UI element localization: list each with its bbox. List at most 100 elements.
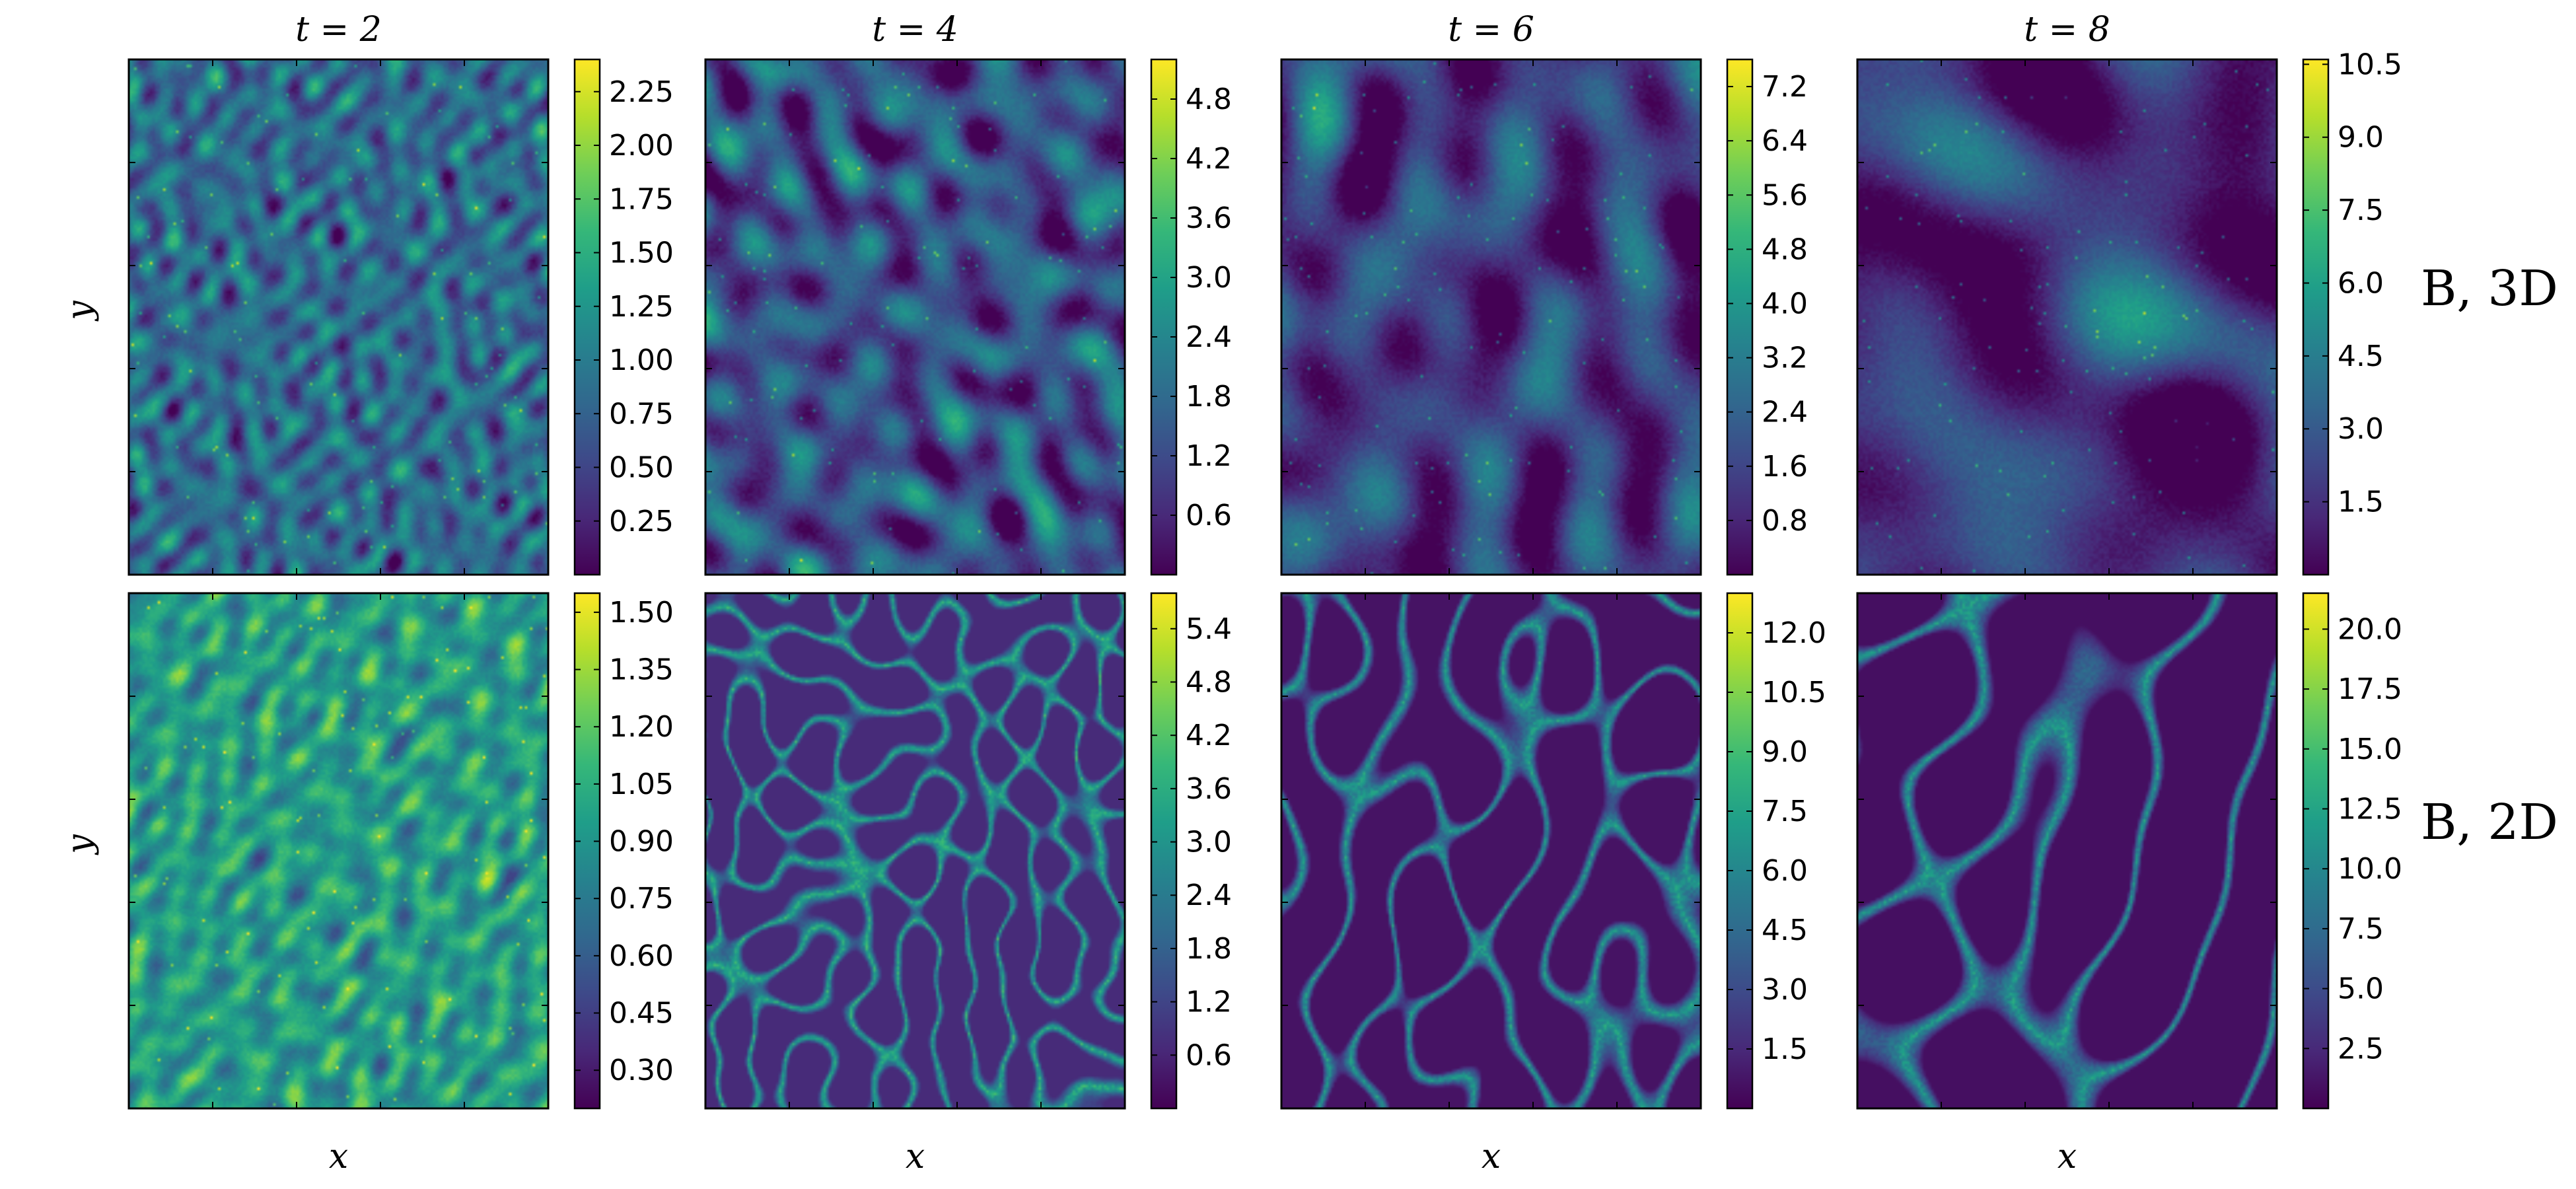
colorbar xyxy=(573,58,601,576)
colorbar xyxy=(573,592,601,1110)
colorbar-tick-label: 3.6 xyxy=(1186,201,1232,235)
colorbar-tick-label: 3.0 xyxy=(1186,261,1232,295)
colorbar xyxy=(1726,58,1754,576)
colorbar-tick-label: 0.75 xyxy=(609,397,674,431)
colorbar-tick-label: 1.05 xyxy=(609,768,674,801)
colorbar-tick-label: 10.0 xyxy=(2338,852,2402,886)
colorbar-tick-label: 1.5 xyxy=(1762,1032,1808,1066)
colorbar-tick-label: 7.5 xyxy=(1762,795,1808,828)
colorbar xyxy=(1150,592,1178,1110)
colorbar-tick-label: 0.6 xyxy=(1186,1038,1232,1072)
colorbar-tick-label: 2.25 xyxy=(609,75,674,109)
y-axis-label: y xyxy=(60,301,100,322)
column-title: t = 2 xyxy=(295,10,382,50)
colorbar-tick-label: 0.8 xyxy=(1762,504,1808,538)
colorbar-tick-label: 1.5 xyxy=(2338,486,2384,519)
colorbar-tick-label: 1.50 xyxy=(609,596,674,630)
panel-frame xyxy=(1856,592,2278,1110)
heatmap-panel xyxy=(1281,59,1701,575)
colorbar-tick-label: 1.6 xyxy=(1762,450,1808,484)
colorbar-tick-label: 6.0 xyxy=(2338,266,2384,300)
colorbar-tick-label: 2.4 xyxy=(1186,320,1232,354)
colorbars-group: 0.25 0.50 0.75 1.00 1.25 1.50 1.75 2.00 2.25 0.6 1… xyxy=(573,48,2402,1110)
x-axis-label: x xyxy=(906,1137,925,1176)
colorbar-tick-label: 9.0 xyxy=(2338,121,2384,155)
heatmap-panel xyxy=(1281,593,1701,1108)
colorbar-tick-label: 3.6 xyxy=(1186,772,1232,806)
colorbar-tick-label: 12.0 xyxy=(1762,616,1826,650)
colorbar-tick-label: 4.0 xyxy=(1762,287,1808,320)
colorbar-tick-label: 2.5 xyxy=(2338,1032,2384,1065)
colorbar-tick-label: 3.2 xyxy=(1762,342,1808,375)
colorbar-tick-label: 4.8 xyxy=(1762,233,1808,266)
colorbar-tick-label: 1.8 xyxy=(1186,932,1232,966)
column-title: t = 8 xyxy=(2024,10,2110,50)
y-axis-label: y xyxy=(60,834,100,855)
colorbar-tick-label: 6.0 xyxy=(1762,854,1808,888)
labels-group: t = 2 t = 4 t = 6 t = 8 y B, 3D y B, 2D x x x x xyxy=(60,10,2558,1176)
colorbar xyxy=(2302,58,2330,576)
colorbar-tick-label: 4.8 xyxy=(1186,83,1232,116)
heatmap-panel xyxy=(1857,593,2277,1108)
colorbar-tick-label: 4.5 xyxy=(2338,340,2384,373)
colorbar-tick-label: 0.60 xyxy=(609,939,674,973)
colorbar-tick-label: 1.20 xyxy=(609,710,674,744)
colorbar-tick-label: 2.4 xyxy=(1762,396,1808,429)
colorbar xyxy=(1726,592,1754,1110)
colorbar-tick-label: 3.0 xyxy=(1762,973,1808,1007)
colorbar-tick-label: 0.50 xyxy=(609,451,674,485)
x-axis-label: x xyxy=(2057,1137,2077,1176)
colorbar-tick-label: 20.0 xyxy=(2338,612,2402,646)
colorbar-tick-label: 5.6 xyxy=(1762,178,1808,212)
colorbar xyxy=(2302,592,2330,1110)
colorbar-tick-label: 17.5 xyxy=(2338,672,2402,706)
colorbar-tick-label: 1.25 xyxy=(609,290,674,324)
heatmap-panel xyxy=(705,59,1125,575)
colorbar-tick-label: 1.75 xyxy=(609,182,674,216)
colorbar-tick-label: 7.5 xyxy=(2338,912,2384,946)
colorbar-tick-label: 0.75 xyxy=(609,882,674,916)
colorbar-tick-label: 15.0 xyxy=(2338,733,2402,766)
colorbar-tick-label: 12.5 xyxy=(2338,793,2402,826)
column-title: t = 6 xyxy=(1448,10,1534,50)
colorbar-tick-label: 1.2 xyxy=(1186,439,1232,473)
heatmap-panel xyxy=(129,59,548,575)
x-axis-label: x xyxy=(329,1137,348,1176)
panel-frame xyxy=(1856,58,2278,576)
column-title: t = 4 xyxy=(872,10,958,50)
colorbar-tick-label: 5.4 xyxy=(1186,612,1232,646)
colorbar-tick-label: 1.35 xyxy=(609,653,674,687)
colorbar-tick-label: 1.8 xyxy=(1186,380,1232,414)
panel-frame xyxy=(704,592,1126,1110)
colorbar-tick-label: 4.8 xyxy=(1186,665,1232,699)
colorbar-tick-label: 1.00 xyxy=(609,343,674,377)
panel-frame xyxy=(127,592,550,1110)
colorbar-tick-label: 0.6 xyxy=(1186,499,1232,532)
colorbar-tick-label: 0.90 xyxy=(609,825,674,859)
colorbar-tick-label: 10.5 xyxy=(1762,676,1826,709)
panel-frame xyxy=(704,58,1126,576)
colorbar-tick-label: 5.0 xyxy=(2338,972,2384,1006)
colorbar-tick-label: 3.0 xyxy=(1186,826,1232,859)
panels-group xyxy=(127,58,2278,1110)
colorbar-tick-label: 4.2 xyxy=(1186,719,1232,752)
colorbar-tick-label: 1.2 xyxy=(1186,986,1232,1019)
panel-frame xyxy=(1280,58,1702,576)
colorbar-tick-label: 7.5 xyxy=(2338,194,2384,227)
colorbar-tick-label: 2.00 xyxy=(609,129,674,162)
colorbar-tick-label: 10.5 xyxy=(2338,48,2402,81)
heatmap-panel xyxy=(1857,59,2277,575)
colorbar-tick-label: 0.45 xyxy=(609,997,674,1030)
colorbar-tick-label: 9.0 xyxy=(1762,735,1808,769)
colorbar xyxy=(1150,58,1178,576)
colorbar-tick-label: 7.2 xyxy=(1762,70,1808,104)
colorbar-tick-label: 0.30 xyxy=(609,1054,674,1087)
colorbar-tick-label: 4.5 xyxy=(1762,914,1808,947)
panel-frame xyxy=(1280,592,1702,1110)
heatmap-panel xyxy=(129,593,548,1108)
colorbar-tick-label: 3.0 xyxy=(2338,412,2384,446)
colorbar-tick-label: 0.25 xyxy=(609,505,674,538)
colorbar-tick-label: 1.50 xyxy=(609,236,674,270)
colorbar-tick-label: 4.2 xyxy=(1186,142,1232,176)
